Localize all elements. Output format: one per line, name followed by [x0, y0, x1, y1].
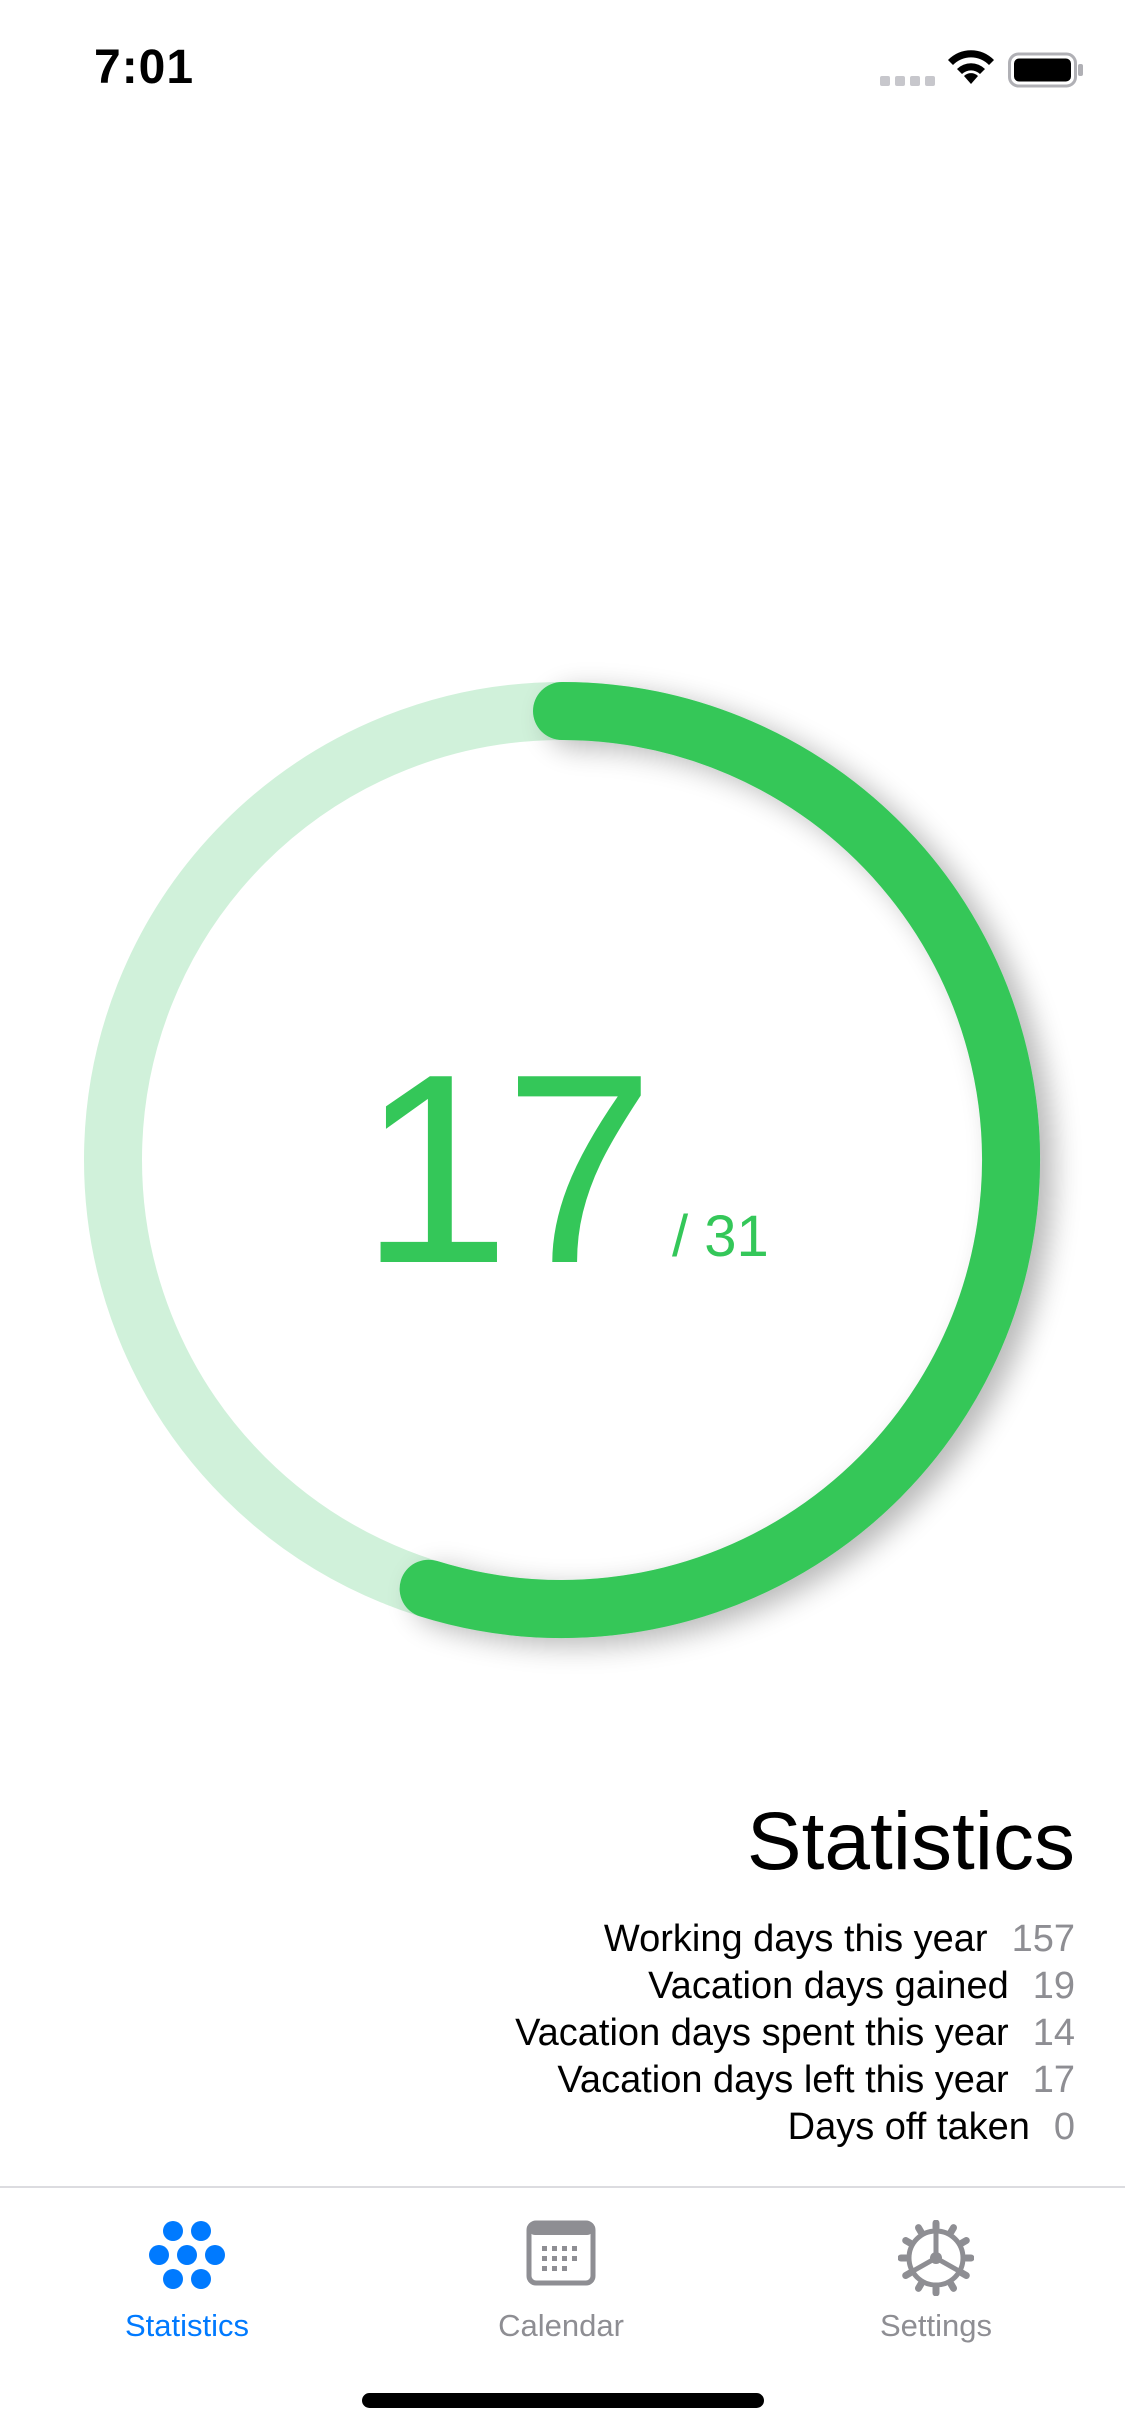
- gear-tooth: [915, 2224, 925, 2236]
- stat-value: 0: [1053, 2106, 1075, 2148]
- statistics-list: Working days this year 157 Vacation days…: [175, 1918, 1075, 2153]
- status-time: 7:01: [94, 41, 195, 94]
- stat-value: 19: [1032, 1965, 1075, 2007]
- stat-row-vacation-spent: Vacation days spent this year 14: [175, 2012, 1075, 2059]
- stat-value: 17: [1032, 2059, 1075, 2101]
- cellular-signal-icon: [880, 76, 935, 86]
- tab-calendar[interactable]: Calendar: [431, 2208, 691, 2348]
- stat-value: 14: [1032, 2012, 1075, 2054]
- dots-grid-icon: [149, 2221, 225, 2289]
- stat-row-vacation-left: Vacation days left this year 17: [175, 2059, 1075, 2106]
- stat-row-working-days: Working days this year 157: [175, 1918, 1075, 1965]
- tab-label: Statistics: [124, 2308, 250, 2343]
- tab-label: Calendar: [498, 2308, 624, 2343]
- stat-label: Vacation days spent this year: [515, 2012, 1009, 2054]
- vacation-progress-ring: 17 / 31: [0, 640, 1125, 1690]
- gear-tooth: [902, 2269, 914, 2279]
- stat-value: 157: [1011, 1918, 1075, 1960]
- stat-label: Vacation days gained: [648, 1965, 1009, 2007]
- battery-icon: [1008, 52, 1083, 88]
- stat-label: Days off taken: [787, 2106, 1030, 2148]
- status-bar: 7:01: [0, 0, 1125, 140]
- vacation-days-left-value: 17: [360, 1019, 654, 1320]
- wifi-icon: [948, 50, 994, 84]
- stat-label: Vacation days left this year: [557, 2059, 1009, 2101]
- gear-tooth: [947, 2224, 957, 2236]
- statistics-title: Statistics: [746, 1796, 1075, 1887]
- ring-progress-arc: [399, 682, 1040, 1638]
- gear-tooth: [902, 2237, 914, 2247]
- tab-label: Settings: [879, 2308, 992, 2343]
- ring-graphic: [84, 682, 1040, 1638]
- gear-tooth: [947, 2280, 957, 2292]
- gear-tooth: [915, 2280, 925, 2292]
- gear-tooth: [958, 2237, 970, 2247]
- tab-settings[interactable]: Settings: [806, 2208, 1066, 2348]
- tab-statistics[interactable]: Statistics: [57, 2208, 317, 2348]
- stat-row-days-off: Days off taken 0: [175, 2106, 1075, 2153]
- gear-tooth: [958, 2269, 970, 2279]
- stat-row-vacation-gained: Vacation days gained 19: [175, 1965, 1075, 2012]
- vacation-days-total: / 31: [672, 1204, 769, 1269]
- gear-icon: [898, 2220, 974, 2296]
- home-indicator[interactable]: [362, 2393, 764, 2408]
- calendar-icon: [526, 2220, 596, 2286]
- stat-label: Working days this year: [603, 1918, 988, 1960]
